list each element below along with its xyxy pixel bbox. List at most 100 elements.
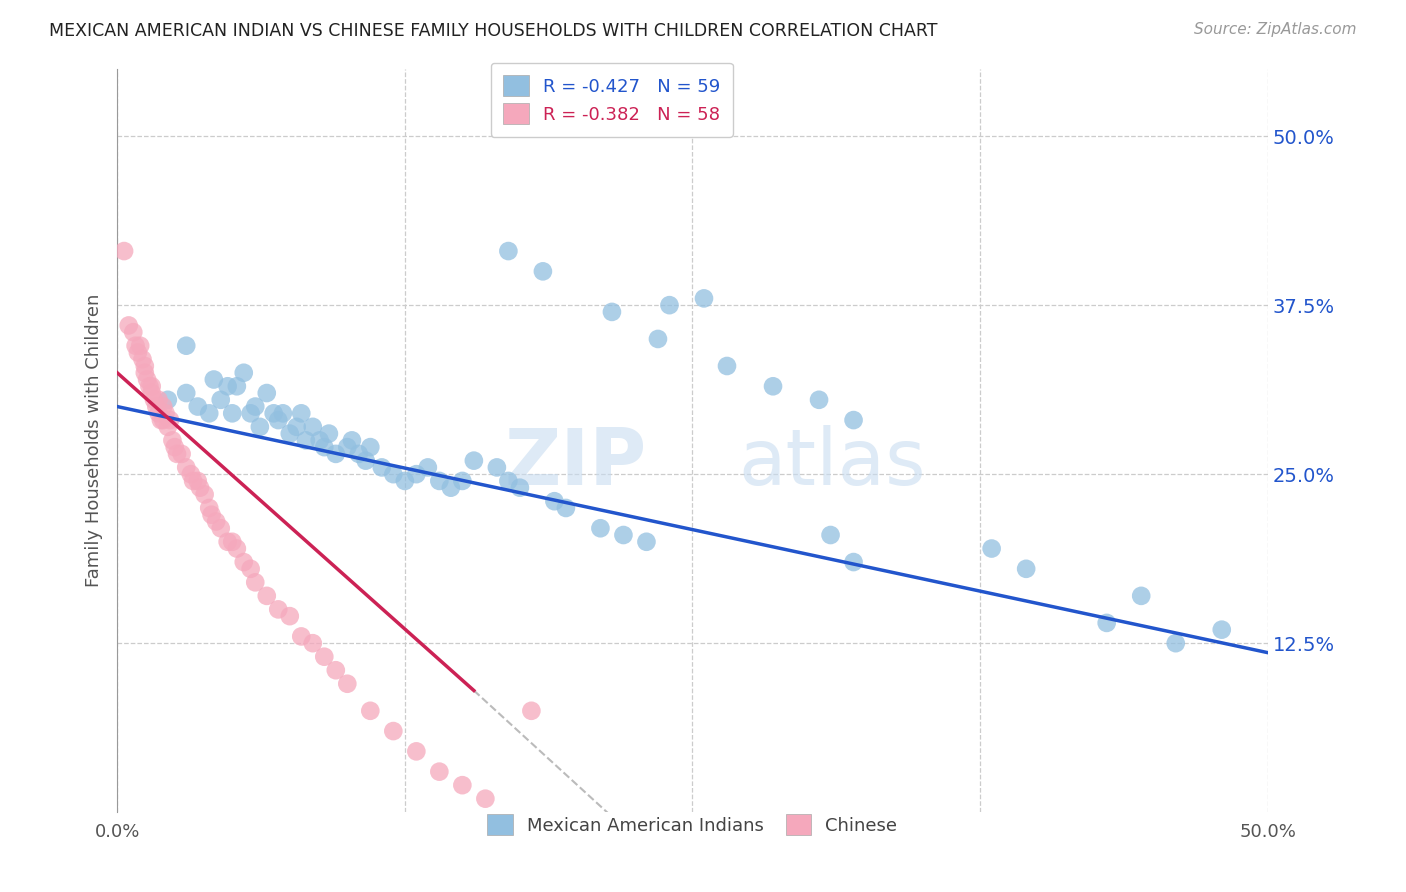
- Point: [232, 366, 254, 380]
- Point: [531, 264, 554, 278]
- Point: [427, 474, 450, 488]
- Point: [148, 406, 170, 420]
- Point: [217, 379, 239, 393]
- Point: [245, 400, 267, 414]
- Point: [202, 372, 225, 386]
- Point: [267, 602, 290, 616]
- Point: [842, 555, 865, 569]
- Point: [290, 406, 312, 420]
- Point: [440, 481, 463, 495]
- Point: [267, 413, 290, 427]
- Point: [1095, 615, 1118, 630]
- Point: [647, 332, 669, 346]
- Point: [347, 447, 370, 461]
- Point: [509, 481, 531, 495]
- Point: [209, 521, 232, 535]
- Point: [131, 352, 153, 367]
- Point: [405, 744, 427, 758]
- Point: [658, 298, 681, 312]
- Point: [405, 467, 427, 482]
- Point: [301, 636, 323, 650]
- Point: [636, 534, 658, 549]
- Point: [359, 440, 381, 454]
- Point: [174, 339, 197, 353]
- Point: [498, 244, 520, 258]
- Point: [463, 453, 485, 467]
- Point: [612, 528, 634, 542]
- Point: [325, 447, 347, 461]
- Point: [245, 575, 267, 590]
- Point: [166, 447, 188, 461]
- Point: [136, 372, 159, 386]
- Point: [808, 392, 831, 407]
- Point: [225, 379, 247, 393]
- Point: [256, 386, 278, 401]
- Point: [290, 629, 312, 643]
- Y-axis label: Family Households with Children: Family Households with Children: [86, 293, 103, 587]
- Point: [162, 434, 184, 448]
- Point: [118, 318, 141, 333]
- Point: [762, 379, 785, 393]
- Point: [187, 400, 209, 414]
- Point: [1015, 562, 1038, 576]
- Point: [427, 764, 450, 779]
- Point: [520, 704, 543, 718]
- Point: [149, 413, 172, 427]
- Point: [225, 541, 247, 556]
- Point: [308, 434, 330, 448]
- Point: [134, 366, 156, 380]
- Point: [980, 541, 1002, 556]
- Point: [209, 392, 232, 407]
- Point: [1164, 636, 1187, 650]
- Point: [318, 426, 340, 441]
- Point: [249, 420, 271, 434]
- Point: [155, 406, 177, 420]
- Point: [716, 359, 738, 373]
- Point: [187, 474, 209, 488]
- Point: [141, 386, 163, 401]
- Point: [336, 440, 359, 454]
- Point: [221, 406, 243, 420]
- Point: [1130, 589, 1153, 603]
- Point: [394, 474, 416, 488]
- Point: [474, 791, 496, 805]
- Point: [159, 413, 181, 427]
- Text: Source: ZipAtlas.com: Source: ZipAtlas.com: [1194, 22, 1357, 37]
- Point: [382, 724, 405, 739]
- Point: [112, 244, 135, 258]
- Point: [325, 663, 347, 677]
- Point: [148, 392, 170, 407]
- Point: [600, 305, 623, 319]
- Point: [180, 467, 202, 482]
- Point: [174, 386, 197, 401]
- Point: [239, 562, 262, 576]
- Point: [271, 406, 294, 420]
- Point: [194, 487, 217, 501]
- Point: [129, 339, 152, 353]
- Point: [340, 434, 363, 448]
- Point: [200, 508, 222, 522]
- Point: [359, 704, 381, 718]
- Point: [170, 447, 193, 461]
- Point: [127, 345, 149, 359]
- Point: [174, 460, 197, 475]
- Point: [188, 481, 211, 495]
- Point: [842, 413, 865, 427]
- Point: [314, 649, 336, 664]
- Point: [205, 515, 228, 529]
- Point: [354, 453, 377, 467]
- Point: [543, 494, 565, 508]
- Point: [122, 325, 145, 339]
- Point: [163, 440, 186, 454]
- Point: [156, 420, 179, 434]
- Point: [820, 528, 842, 542]
- Point: [217, 534, 239, 549]
- Point: [589, 521, 612, 535]
- Point: [156, 392, 179, 407]
- Point: [498, 474, 520, 488]
- Point: [314, 440, 336, 454]
- Legend: Mexican American Indians, Chinese: Mexican American Indians, Chinese: [478, 805, 907, 844]
- Point: [134, 359, 156, 373]
- Point: [256, 589, 278, 603]
- Point: [278, 426, 301, 441]
